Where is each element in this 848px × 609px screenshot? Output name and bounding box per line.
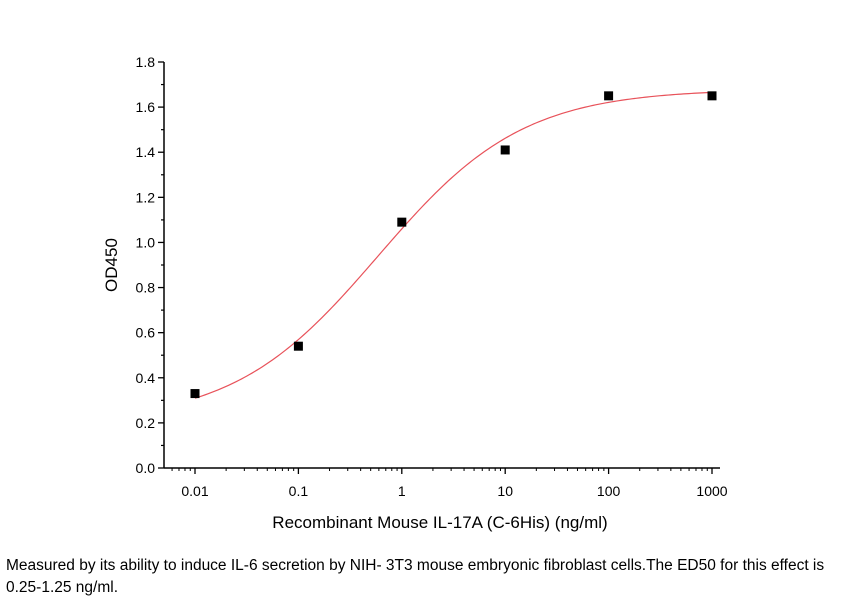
y-tick-label: 1.6 xyxy=(136,99,156,115)
x-tick-label: 1000 xyxy=(696,483,727,499)
y-tick-label: 0.4 xyxy=(136,370,156,386)
y-tick-label: 0.8 xyxy=(136,280,156,296)
x-tick-label: 0.1 xyxy=(289,483,309,499)
y-tick-label: 0.0 xyxy=(136,460,156,476)
fit-curve-layer xyxy=(194,91,713,399)
y-tick-label: 1.8 xyxy=(136,54,156,70)
data-point xyxy=(604,91,614,101)
x-tick-label: 100 xyxy=(597,483,621,499)
x-tick-label: 1 xyxy=(398,483,406,499)
data-point xyxy=(500,145,510,155)
caption: Measured by its ability to induce IL-6 s… xyxy=(6,557,825,596)
x-axis-title: Recombinant Mouse IL-17A (C-6His) (ng/ml… xyxy=(272,513,607,532)
fit-curve xyxy=(194,91,713,399)
x-tick-label: 10 xyxy=(497,483,513,499)
y-tick-label: 1.2 xyxy=(136,189,156,205)
y-tick-label: 1.0 xyxy=(136,234,156,250)
y-tick-label: 0.2 xyxy=(136,415,156,431)
data-points xyxy=(190,91,717,399)
data-point xyxy=(293,341,303,351)
data-point xyxy=(707,91,717,101)
y-tick-label: 0.6 xyxy=(136,325,156,341)
y-tick-label: 1.4 xyxy=(136,144,156,160)
data-point xyxy=(190,389,200,399)
y-axis-title: OD450 xyxy=(102,238,121,292)
x-tick-label: 0.01 xyxy=(181,483,208,499)
data-point xyxy=(397,217,407,227)
axes: 0.0 0.2 0.4 0.6 0.8 1.0 1.2 1.4 1.6 1.8 0.01 0.1 1 10… xyxy=(136,54,728,499)
